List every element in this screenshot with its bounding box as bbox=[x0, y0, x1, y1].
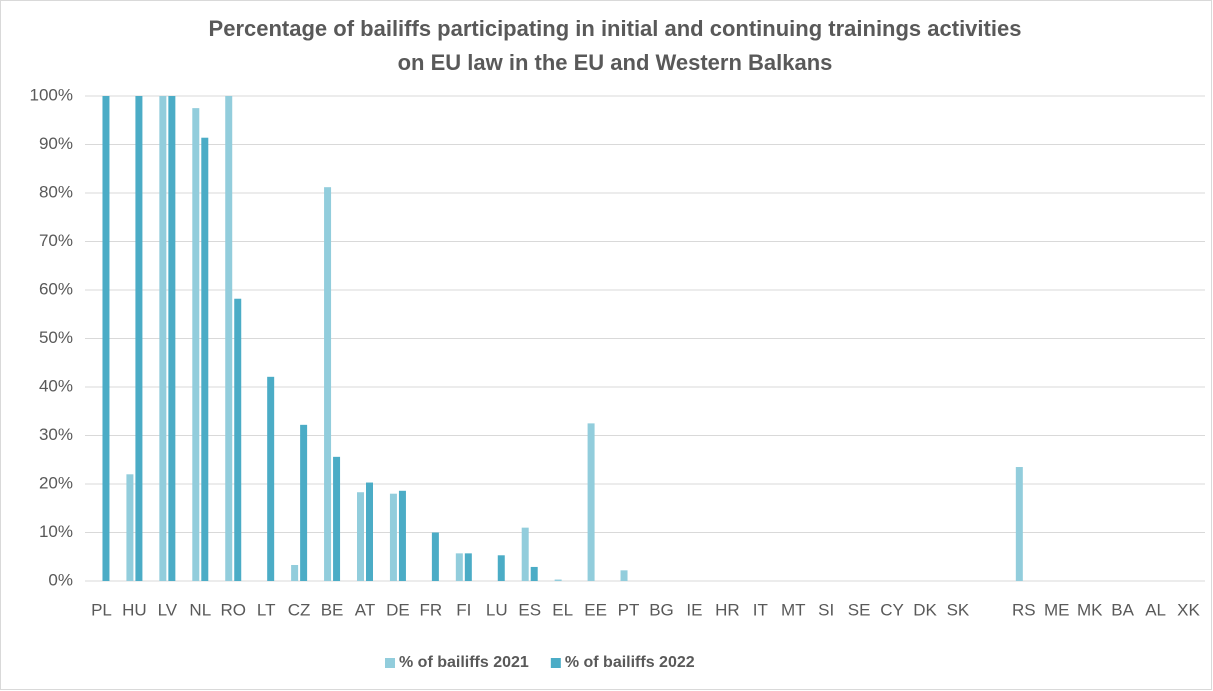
y-tick-label: 50% bbox=[39, 328, 73, 347]
bar bbox=[455, 553, 463, 581]
x-tick-label: XK bbox=[1177, 600, 1200, 619]
bar bbox=[126, 474, 134, 581]
bar bbox=[357, 492, 364, 581]
x-tick-label: NL bbox=[189, 600, 211, 619]
legend-swatch bbox=[550, 658, 561, 668]
bar bbox=[1015, 467, 1023, 581]
y-tick-label: 30% bbox=[39, 425, 73, 444]
x-tick-label: LU bbox=[486, 600, 508, 619]
bar bbox=[291, 564, 299, 581]
legend-swatch bbox=[385, 658, 395, 668]
bar bbox=[102, 96, 110, 581]
x-tick-label: MT bbox=[781, 600, 806, 619]
bar bbox=[521, 527, 529, 581]
x-tick-label: FR bbox=[420, 600, 443, 619]
y-tick-label: 90% bbox=[39, 134, 73, 153]
x-tick-label: RO bbox=[220, 600, 246, 619]
bar bbox=[366, 482, 373, 581]
y-tick-label: 100% bbox=[30, 85, 73, 104]
y-tick-label: 10% bbox=[39, 522, 73, 541]
bar bbox=[234, 298, 242, 581]
chart-title: Percentage of bailiffs participating in … bbox=[209, 16, 1022, 41]
y-tick-label: 0% bbox=[48, 570, 73, 589]
x-tick-label: PL bbox=[91, 600, 112, 619]
bar bbox=[192, 108, 200, 581]
x-tick-label: LV bbox=[158, 600, 178, 619]
x-tick-label: SI bbox=[818, 600, 834, 619]
bar bbox=[159, 96, 167, 581]
x-tick-label: DK bbox=[913, 600, 937, 619]
chart-title: on EU law in the EU and Western Balkans bbox=[398, 50, 833, 75]
x-tick-label: BE bbox=[321, 600, 344, 619]
x-tick-label: BA bbox=[1111, 600, 1134, 619]
legend-label: % of bailiffs 2022 bbox=[565, 654, 695, 671]
x-tick-label: EE bbox=[584, 600, 607, 619]
x-tick-label: HU bbox=[122, 600, 147, 619]
x-tick-label: PT bbox=[618, 600, 640, 619]
x-tick-label: AL bbox=[1145, 600, 1166, 619]
bar bbox=[389, 493, 397, 581]
legend-label: % of bailiffs 2021 bbox=[399, 654, 529, 671]
x-tick-label: FI bbox=[456, 600, 471, 619]
x-tick-label: BG bbox=[649, 600, 674, 619]
x-tick-label: SE bbox=[848, 600, 871, 619]
x-tick-label: DE bbox=[386, 600, 410, 619]
x-tick-label: IT bbox=[753, 600, 768, 619]
x-tick-label: CZ bbox=[288, 600, 311, 619]
bar bbox=[324, 187, 332, 581]
y-tick-label: 80% bbox=[39, 182, 73, 201]
y-tick-label: 60% bbox=[39, 279, 73, 298]
bar bbox=[554, 579, 562, 581]
x-tick-label: ES bbox=[518, 600, 541, 619]
bar bbox=[168, 96, 176, 581]
bar bbox=[201, 137, 209, 581]
x-tick-label: CY bbox=[880, 600, 904, 619]
y-tick-label: 40% bbox=[39, 376, 73, 395]
x-tick-label: LT bbox=[257, 600, 276, 619]
x-tick-label: SK bbox=[947, 600, 970, 619]
x-tick-label: ME bbox=[1044, 600, 1070, 619]
bar bbox=[398, 490, 406, 581]
bar bbox=[267, 376, 275, 581]
bar bbox=[620, 570, 628, 581]
bar bbox=[300, 424, 308, 581]
y-tick-label: 70% bbox=[39, 231, 73, 250]
bar bbox=[225, 96, 233, 581]
y-tick-label: 20% bbox=[39, 473, 73, 492]
x-tick-label: MK bbox=[1077, 600, 1103, 619]
bar bbox=[530, 566, 538, 581]
x-tick-label: HR bbox=[715, 600, 740, 619]
bar bbox=[464, 553, 472, 581]
x-tick-label: EL bbox=[552, 600, 573, 619]
x-tick-label: IE bbox=[686, 600, 702, 619]
bar bbox=[431, 532, 439, 581]
x-tick-label: RS bbox=[1012, 600, 1036, 619]
bar bbox=[135, 96, 143, 581]
bar bbox=[587, 423, 595, 581]
bar bbox=[333, 456, 341, 581]
bar bbox=[497, 555, 505, 581]
x-tick-label: AT bbox=[355, 600, 375, 619]
